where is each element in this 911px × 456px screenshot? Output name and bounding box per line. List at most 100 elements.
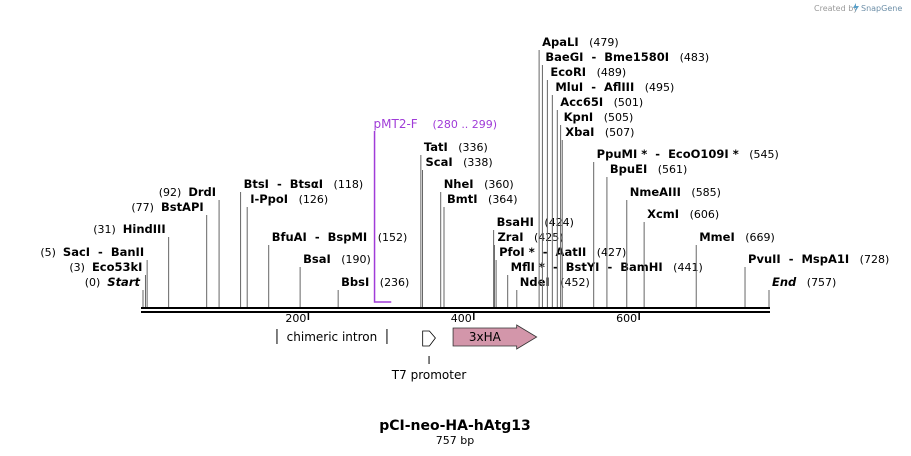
site-label-bstapi: (77) BstAPI bbox=[131, 200, 203, 214]
site-separator: - bbox=[583, 80, 604, 94]
site-name: NdeI bbox=[520, 275, 550, 289]
site-name: Acc65I bbox=[560, 95, 603, 109]
site-name: EcoO109I bbox=[668, 147, 729, 161]
site-name: Start bbox=[107, 275, 140, 289]
features: chimeric intron T7 promoter 3xHA bbox=[276, 324, 538, 382]
feature-3xha-arrow bbox=[452, 324, 538, 350]
feature-chimeric-intron-label: chimeric intron bbox=[287, 330, 378, 344]
site-name: Bme1580I bbox=[604, 50, 669, 64]
site-name: PvuII bbox=[748, 252, 781, 266]
site-position: (360) bbox=[474, 178, 514, 191]
site-name: BanII bbox=[111, 245, 144, 259]
snapgene-logo-icon bbox=[853, 3, 859, 12]
primer-arrow bbox=[373, 131, 392, 303]
site-name: AatII bbox=[556, 245, 587, 259]
site-name: MspA1I bbox=[801, 252, 849, 266]
site-position: (5) bbox=[40, 246, 63, 259]
site-name: DrdI bbox=[188, 185, 216, 199]
site-label-eco53ki: (3) Eco53kI bbox=[69, 260, 142, 274]
site-name: PpuMI bbox=[597, 147, 638, 161]
primer-range: (280 .. 299) bbox=[433, 118, 498, 131]
primer-name: pMT2-F bbox=[374, 117, 418, 131]
site-position: (126) bbox=[288, 193, 328, 206]
site-position: (479) bbox=[579, 36, 619, 49]
primer-pmt2-f: pMT2-F (280 .. 299) bbox=[373, 117, 498, 303]
site-position: (427) bbox=[586, 246, 626, 259]
site-position: (495) bbox=[634, 81, 674, 94]
site-name: BsaI bbox=[303, 252, 331, 266]
site-name: BspMI bbox=[328, 230, 368, 244]
site-label-ecori: EcoRI (489) bbox=[550, 65, 626, 79]
site-label-acc65i: Acc65I (501) bbox=[560, 95, 643, 109]
site-name: BamHI bbox=[620, 260, 662, 274]
site-label-btsi: BtsI - BtsαI (118) bbox=[244, 177, 364, 191]
site-name: TatI bbox=[424, 140, 448, 154]
site-position: (585) bbox=[681, 186, 721, 199]
site-position: (561) bbox=[647, 163, 687, 176]
site-position: (606) bbox=[679, 208, 719, 221]
site-position: (3) bbox=[69, 261, 92, 274]
site-label-xcmi: XcmI (606) bbox=[647, 207, 719, 221]
site-name: BtsI bbox=[244, 177, 269, 191]
site-name: ScaI bbox=[426, 155, 453, 169]
site-name: NmeAIII bbox=[630, 185, 681, 199]
site-name: BpuEI bbox=[610, 162, 647, 176]
site-label-mfli: MflI * - BstYI - BamHI (441) bbox=[511, 260, 703, 274]
site-separator: - bbox=[647, 147, 668, 161]
site-name: BstYI bbox=[566, 260, 600, 274]
site-position: (757) bbox=[796, 276, 836, 289]
site-label-bpuei: BpuEI (561) bbox=[610, 162, 687, 176]
site-name: HindIII bbox=[123, 222, 166, 236]
site-name: I-PpoI bbox=[250, 192, 288, 206]
site-separator: - bbox=[307, 230, 328, 244]
site-label-tati: TatI (336) bbox=[424, 140, 488, 154]
credit-brand: SnapGene bbox=[861, 4, 902, 13]
site-name: EcoRI bbox=[550, 65, 586, 79]
site-name: BbsI bbox=[341, 275, 369, 289]
site-position: (501) bbox=[603, 96, 643, 109]
site-label-nmeaiii: NmeAIII (585) bbox=[630, 185, 721, 199]
site-label-nhei: NheI (360) bbox=[444, 177, 514, 191]
site-name: End bbox=[772, 275, 797, 289]
site-name: PfoI bbox=[499, 245, 525, 259]
site-position: (425) bbox=[524, 231, 564, 244]
site-position: (452) bbox=[550, 276, 590, 289]
site-position: (152) bbox=[367, 231, 407, 244]
site-separator: * bbox=[729, 147, 739, 161]
site-name: XbaI bbox=[565, 125, 594, 139]
site-name: BsaHI bbox=[497, 215, 534, 229]
feature-t7-promoter-arrow bbox=[422, 330, 436, 347]
site-label-pvuii: PvuII - MspA1I (728) bbox=[748, 252, 889, 266]
site-name: ZraI bbox=[497, 230, 523, 244]
site-label-end: End (757) bbox=[772, 275, 836, 289]
site-label-bfuai: BfuAI - BspMI (152) bbox=[272, 230, 408, 244]
site-name: AflIII bbox=[604, 80, 634, 94]
credit-text: Created by bbox=[814, 4, 858, 13]
site-separator: - bbox=[535, 245, 556, 259]
site-separator: - bbox=[781, 252, 802, 266]
site-label-bmti: BmtI (364) bbox=[447, 192, 518, 206]
site-position: (483) bbox=[669, 51, 709, 64]
site-separator: * bbox=[637, 147, 647, 161]
site-position: (505) bbox=[593, 111, 633, 124]
site-separator: - bbox=[269, 177, 290, 191]
restriction-sites: (0) Start(3) Eco53kI(5) SacI - BanII(31)… bbox=[40, 35, 889, 307]
site-label-drdi: (92) DrdI bbox=[159, 185, 216, 199]
site-name: BstAPI bbox=[161, 200, 204, 214]
feature-3xha-label: 3xHA bbox=[469, 330, 502, 344]
site-name: Eco53kI bbox=[92, 260, 143, 274]
site-position: (77) bbox=[131, 201, 161, 214]
site-label-scai: ScaI (338) bbox=[426, 155, 493, 169]
site-position: (236) bbox=[369, 276, 409, 289]
site-position: (0) bbox=[85, 276, 108, 289]
site-label-start: (0) Start bbox=[85, 275, 141, 289]
ruler-tick-label: 600 bbox=[616, 312, 637, 325]
site-label-mmei: MmeI (669) bbox=[699, 230, 775, 244]
site-label-bsahi: BsaHI (424) bbox=[497, 215, 574, 229]
site-position: (336) bbox=[448, 141, 488, 154]
site-label-pfoi: PfoI * - AatII (427) bbox=[499, 245, 626, 259]
site-position: (424) bbox=[534, 216, 574, 229]
site-label-i-ppoi: I-PpoI (126) bbox=[250, 192, 328, 206]
site-name: ApaLI bbox=[542, 35, 579, 49]
